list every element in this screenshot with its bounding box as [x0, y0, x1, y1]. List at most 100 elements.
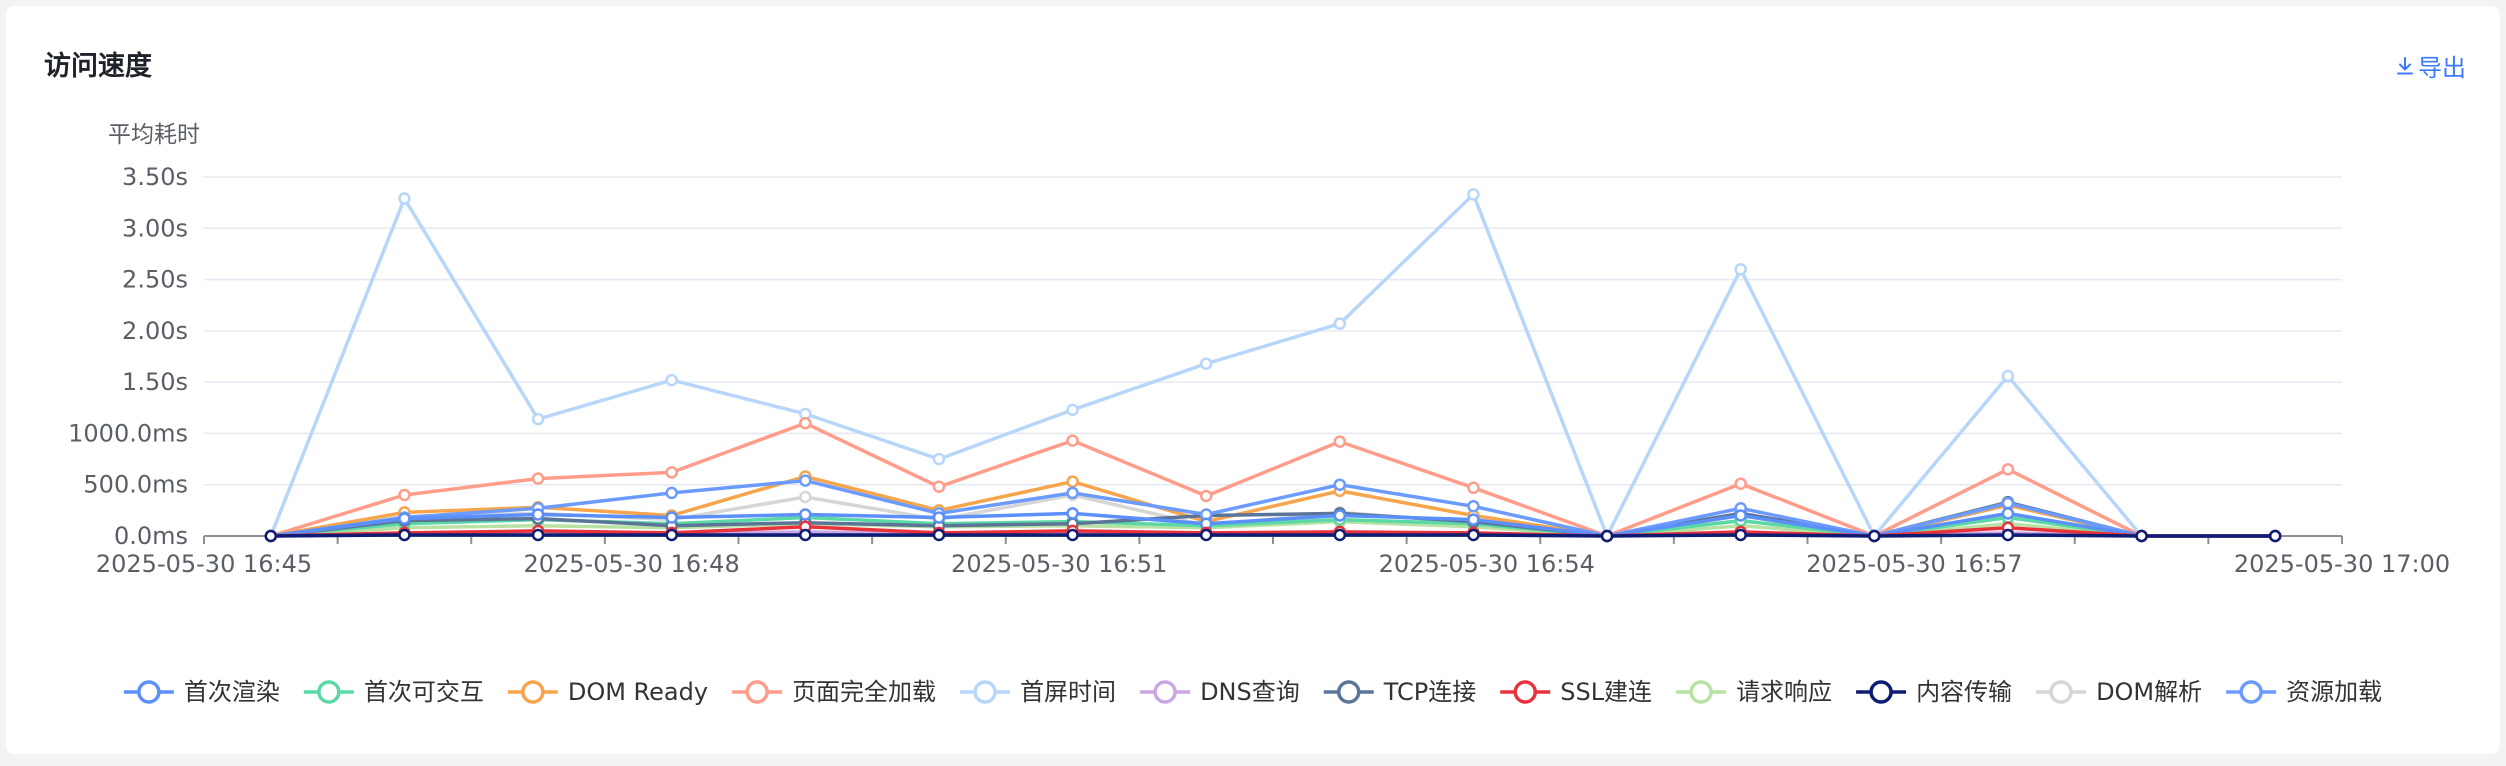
axis-layer: 0.0ms 500.0ms 1000.0ms 1.50s 2.00s 2.50s 3.00s… [68, 163, 2450, 578]
legend-label: SSL建连 [1560, 678, 1652, 706]
grid-layer [204, 176, 2342, 486]
y-tick-label: 2.50s [122, 266, 188, 294]
data-point [1600, 529, 1614, 543]
legend-item[interactable]: 请求响应 [1676, 678, 1832, 706]
data-point [1333, 435, 1347, 448]
data-point [1066, 475, 1079, 488]
data-point [1333, 509, 1347, 522]
legend-marker [973, 680, 997, 704]
y-tick-label: 3.00s [122, 214, 188, 242]
data-point [1734, 509, 1747, 522]
data-point [665, 511, 678, 524]
data-point [1467, 513, 1480, 526]
data-point [531, 508, 545, 521]
legend-label: DNS查询 [1200, 678, 1300, 706]
legend-label: 内容传输 [1916, 678, 2012, 706]
y-tick-label: 0.0ms [114, 522, 188, 550]
legend-item[interactable]: 页面完全加载 [732, 678, 936, 706]
data-point [531, 528, 545, 542]
legend-item[interactable]: 内容传输 [1856, 678, 2012, 706]
data-point [1467, 188, 1480, 201]
y-axis-label: 平均耗时 [108, 122, 200, 148]
data-point [1467, 528, 1480, 542]
legend-item[interactable]: 首屏时间 [960, 678, 1116, 706]
data-point [1734, 477, 1747, 490]
legend-label: 资源加载 [2286, 678, 2382, 706]
data-point [398, 528, 411, 542]
legend-item[interactable]: SSL建连 [1500, 678, 1652, 706]
x-tick-label: 2025-05-30 17:00 [2234, 550, 2450, 578]
legend-label: 首次可交互 [364, 678, 484, 706]
data-point [1333, 528, 1347, 542]
legend-label: TCP连接 [1383, 678, 1476, 706]
data-point [1734, 528, 1747, 542]
data-point [1199, 489, 1213, 503]
data-point [2001, 496, 2015, 510]
y-tick-label: 500.0ms [83, 471, 188, 499]
series-line [270, 533, 2276, 538]
legend-label: 页面完全加载 [792, 678, 936, 706]
data-point [799, 474, 812, 487]
legend-item[interactable]: 首次渲染 [123, 678, 280, 706]
legend-item[interactable]: 资源加载 [2226, 678, 2382, 706]
access-speed-card [6, 6, 2500, 754]
data-point [2001, 463, 2015, 476]
legend-marker [2049, 680, 2073, 704]
series-line [270, 525, 2276, 538]
data-point [1066, 486, 1079, 500]
legend-label: DOM解析 [2096, 678, 2202, 706]
legend-marker [1513, 680, 1537, 704]
x-tick-label: 2025-05-30 16:57 [1806, 550, 2022, 578]
legend-marker [1153, 680, 1177, 704]
legend-marker [1869, 680, 1893, 704]
export-button[interactable]: 导出 [2396, 48, 2466, 83]
data-point [665, 466, 678, 479]
legend-label: 首次渲染 [184, 678, 280, 706]
legend-label: 请求响应 [1736, 678, 1832, 706]
export-label: 导出 [2418, 54, 2466, 82]
data-point [1868, 529, 1881, 543]
data-point [2268, 529, 2282, 543]
legend-marker [745, 680, 769, 704]
legend-item[interactable]: DNS查询 [1140, 678, 1300, 706]
data-point [531, 412, 545, 426]
x-tick-label: 2025-05-30 16:51 [951, 550, 1167, 578]
data-point [1734, 263, 1747, 276]
series-4 [264, 188, 2282, 543]
legend: 首次渲染 首次可交互 DOM Ready 页面完全加载 首屏时间 DNS查询 TCP连接 SS… [123, 678, 2382, 706]
legend-item[interactable]: DOM Ready [507, 678, 708, 706]
series-line [270, 421, 2276, 538]
legend-item[interactable]: 首次可交互 [303, 678, 484, 706]
legend-label: DOM Ready [568, 678, 708, 706]
x-tick-label: 2025-05-30 16:54 [1379, 550, 1595, 578]
series-line [269, 192, 2276, 538]
data-point [1199, 528, 1213, 542]
data-point [799, 528, 812, 542]
legend-item[interactable]: TCP连接 [1323, 678, 1476, 706]
x-tick-label: 2025-05-30 16:45 [96, 550, 312, 578]
data-point [1199, 357, 1213, 370]
legend-label: 首屏时间 [1020, 678, 1116, 706]
series-line [270, 478, 2276, 538]
data-point [1333, 317, 1347, 330]
data-point [932, 511, 946, 524]
series-line [270, 511, 2276, 538]
data-point [1467, 500, 1480, 513]
data-point [799, 416, 812, 430]
data-point [2001, 507, 2015, 520]
legend-marker [137, 680, 161, 704]
data-point [665, 373, 678, 387]
data-point [398, 192, 411, 205]
data-point [799, 508, 812, 521]
legend-marker [317, 680, 341, 704]
legend-item[interactable]: DOM解析 [2036, 678, 2202, 706]
y-tick-label: 3.50s [122, 163, 188, 191]
series-line [270, 519, 2276, 538]
data-point [665, 486, 678, 500]
data-point [1467, 481, 1480, 495]
data-point [398, 488, 411, 502]
y-tick-label: 2.00s [122, 317, 188, 345]
data-point [531, 472, 545, 485]
data-point [264, 529, 278, 543]
